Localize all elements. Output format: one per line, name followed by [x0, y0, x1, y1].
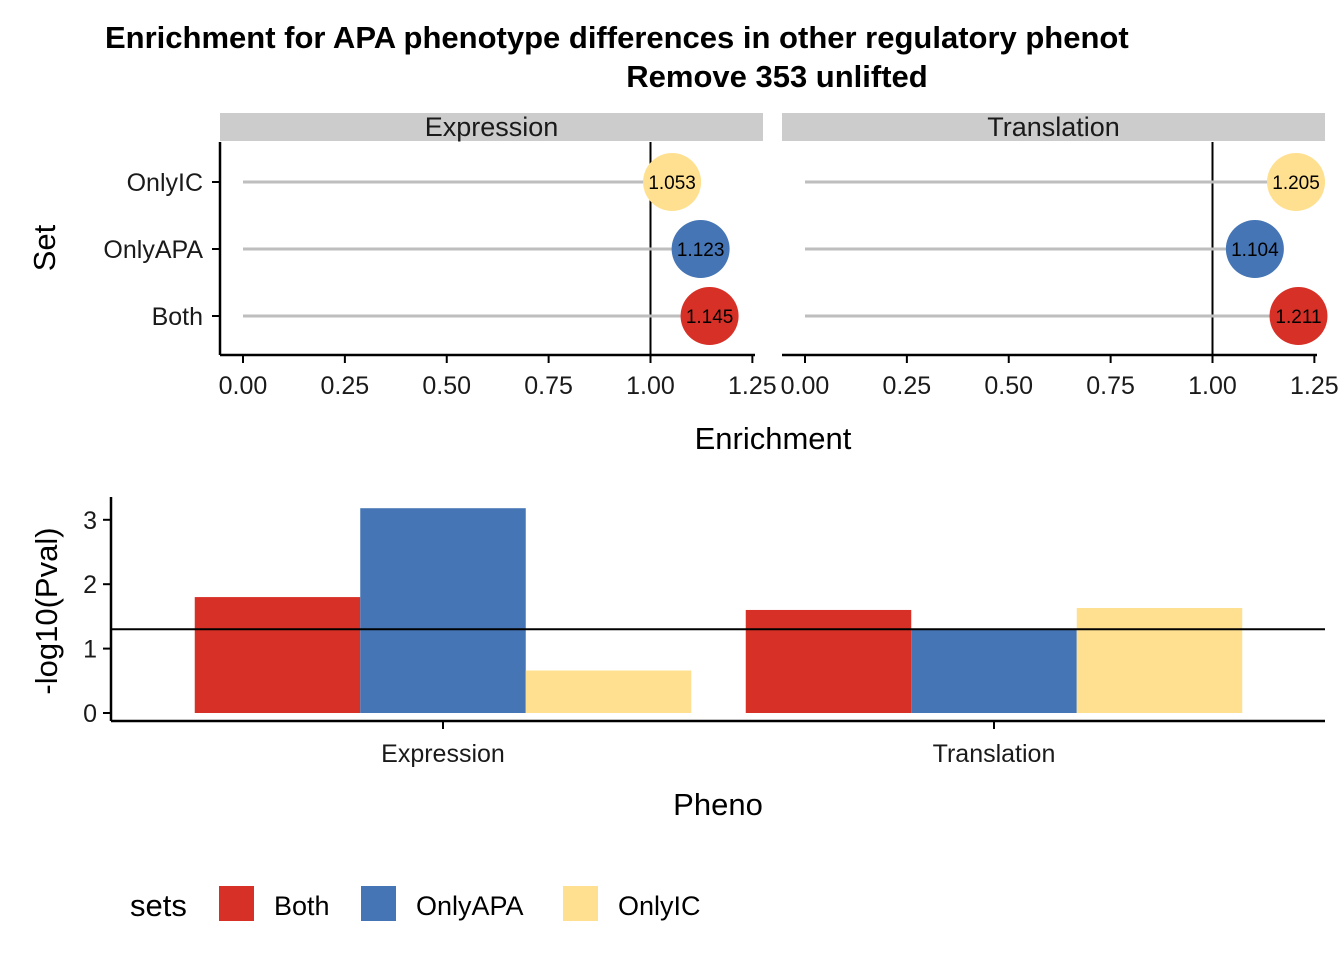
x-tick-label-expression-2: 0.50 — [422, 372, 471, 400]
facet-strip-translation — [782, 113, 1325, 141]
facet-strip-expression — [220, 113, 763, 141]
point-label-expression-onlyic: 1.053 — [648, 173, 696, 194]
y-axis-title-pval: -log10(Pval) — [29, 527, 64, 694]
lollipop-point-expression-both — [680, 287, 739, 345]
bar-expression-onlyapa — [360, 508, 526, 713]
legend: sets Both OnlyAPA OnlyIC — [130, 886, 701, 923]
legend-key-onlyic — [563, 886, 598, 921]
y-axis-title-set: Set — [27, 224, 62, 271]
legend-label-onlyic: OnlyIC — [618, 891, 701, 921]
x-tick-label-translation-0: 0.00 — [781, 372, 830, 400]
x-tick-label-translation-2: 0.50 — [984, 372, 1033, 400]
legend-title: sets — [130, 888, 187, 923]
point-label-expression-both: 1.145 — [686, 307, 734, 328]
legend-key-onlyapa — [361, 886, 396, 921]
bar-translation-both — [745, 609, 912, 713]
bar-x-tick-label-translation: Translation — [933, 740, 1056, 768]
lollipop-point-expression-onlyic — [643, 153, 702, 211]
y-tick-label-onlyapa: OnlyAPA — [103, 236, 203, 264]
x-axis-title-pheno: Pheno — [673, 787, 763, 822]
point-label-translation-onlyapa: 1.104 — [1231, 240, 1279, 261]
y-tick-label-both: Both — [152, 303, 203, 331]
lollipop-point-translation-onlyapa — [1225, 220, 1284, 278]
x-tick-label-expression-5: 1.25 — [728, 372, 777, 400]
bar-translation-onlyic — [1076, 608, 1243, 713]
bar-y-tick-label-2: 2 — [83, 571, 97, 599]
legend-key-both — [219, 886, 254, 921]
point-label-translation-onlyic: 1.205 — [1272, 173, 1320, 194]
lollipop-point-translation-both — [1269, 287, 1328, 345]
legend-label-onlyapa: OnlyAPA — [416, 891, 524, 921]
bar-expression-both — [194, 597, 361, 713]
bar-y-tick-label-1: 1 — [83, 636, 97, 664]
bar-y-tick-label-3: 3 — [83, 507, 97, 535]
x-tick-label-expression-3: 0.75 — [524, 372, 573, 400]
lollipop-point-expression-onlyapa — [671, 220, 730, 278]
bar-translation-onlyapa — [911, 629, 1077, 713]
point-label-translation-both: 1.211 — [1275, 307, 1321, 328]
x-tick-label-expression-1: 0.25 — [321, 372, 370, 400]
x-tick-label-expression-0: 0.00 — [219, 372, 268, 400]
x-tick-label-expression-4: 1.00 — [626, 372, 675, 400]
x-axis-title-enrichment: Enrichment — [695, 421, 852, 456]
bar-expression-onlyic — [525, 670, 692, 713]
x-tick-label-translation-1: 0.25 — [883, 372, 932, 400]
pvalue-panel: 0 1 2 3 Expression Translation Pheno -log10(Pva… — [29, 497, 1325, 822]
lollipop-point-translation-onlyic — [1267, 153, 1326, 211]
x-tick-label-translation-4: 1.00 — [1188, 372, 1237, 400]
chart-title: Enrichment for APA phenotype differences… — [105, 20, 1129, 55]
facet-strip-label-translation: Translation — [987, 112, 1120, 142]
chart-subtitle: Remove 353 unlifted — [626, 59, 927, 94]
x-tick-label-translation-5: 1.25 — [1290, 372, 1339, 400]
enrichment-panel: Expression 0.00 0.25 0.50 0.75 1.00 1.25 1.053 1… — [27, 112, 1339, 456]
x-tick-label-translation-3: 0.75 — [1086, 372, 1135, 400]
point-label-expression-onlyapa: 1.123 — [677, 240, 725, 261]
facet-strip-label-expression: Expression — [425, 112, 559, 142]
legend-label-both: Both — [274, 891, 330, 921]
bar-x-tick-label-expression: Expression — [381, 740, 505, 768]
bar-y-tick-label-0: 0 — [83, 700, 97, 728]
y-tick-label-onlyic: OnlyIC — [127, 169, 203, 197]
